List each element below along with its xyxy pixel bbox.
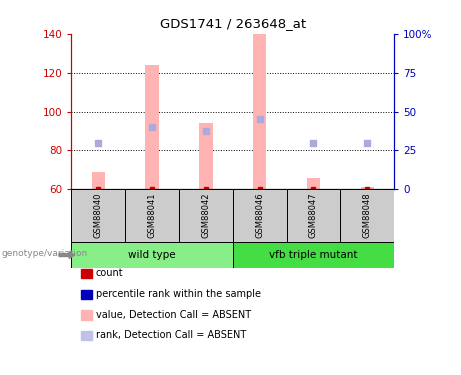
Text: GSM88047: GSM88047	[309, 193, 318, 238]
Text: vfb triple mutant: vfb triple mutant	[269, 250, 358, 260]
Text: GSM88048: GSM88048	[363, 193, 372, 238]
Text: rank, Detection Call = ABSENT: rank, Detection Call = ABSENT	[96, 330, 246, 340]
Title: GDS1741 / 263648_at: GDS1741 / 263648_at	[160, 17, 306, 30]
Bar	[340, 189, 394, 242]
Text: GSM88046: GSM88046	[255, 193, 264, 238]
Point	[310, 140, 317, 146]
Point	[202, 128, 210, 134]
Text: percentile rank within the sample: percentile rank within the sample	[96, 289, 261, 299]
Text: wild type: wild type	[128, 250, 176, 260]
Bar	[199, 123, 213, 189]
Bar	[125, 189, 179, 242]
Text: value, Detection Call = ABSENT: value, Detection Call = ABSENT	[96, 310, 251, 320]
Bar	[145, 65, 159, 189]
Bar	[71, 242, 233, 268]
Bar	[92, 172, 105, 189]
Bar	[253, 34, 266, 189]
Text: GSM88040: GSM88040	[94, 193, 103, 238]
Text: GSM88042: GSM88042	[201, 193, 210, 238]
Text: GSM88041: GSM88041	[148, 193, 157, 238]
Bar	[233, 189, 287, 242]
Bar	[233, 242, 394, 268]
Bar	[71, 189, 125, 242]
Bar	[179, 189, 233, 242]
Point	[364, 140, 371, 146]
Text: genotype/variation: genotype/variation	[1, 249, 88, 258]
Bar	[307, 178, 320, 189]
Point	[256, 116, 263, 122]
Point	[95, 140, 102, 146]
Bar	[361, 188, 374, 189]
Bar	[287, 189, 340, 242]
Text: count: count	[96, 268, 124, 278]
Point	[148, 124, 156, 130]
